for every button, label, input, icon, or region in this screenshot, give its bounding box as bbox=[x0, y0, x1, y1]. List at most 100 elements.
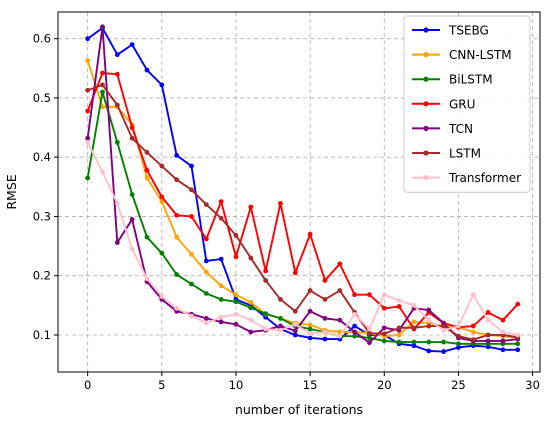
legend-marker-lstm bbox=[423, 150, 429, 156]
data-point-bilstm bbox=[456, 341, 461, 347]
data-point-tsebg bbox=[159, 82, 165, 88]
data-point-gru bbox=[218, 199, 224, 205]
data-point-transformer bbox=[322, 329, 328, 335]
data-point-transformer bbox=[263, 326, 269, 332]
legend-marker-bilstm bbox=[423, 76, 429, 82]
legend-label-tsebg: TSEBG bbox=[448, 24, 489, 38]
series-line-transformer bbox=[86, 141, 518, 338]
data-point-tsebg bbox=[426, 348, 432, 354]
legend: TSEBG CNN-LSTM BiLSTM GRU TCN LSTM Transformer bbox=[403, 15, 531, 193]
y-tick-label: 0.3 bbox=[33, 209, 51, 223]
data-point-tsebg bbox=[441, 349, 446, 354]
data-point-transformer bbox=[485, 317, 491, 323]
data-point-cnn-lstm bbox=[159, 199, 165, 205]
x-tick-label: 5 bbox=[158, 378, 165, 392]
data-point-transformer bbox=[470, 292, 476, 298]
data-point-bilstm bbox=[307, 326, 313, 332]
data-point-gru bbox=[85, 108, 91, 114]
data-point-tsebg bbox=[144, 67, 150, 73]
data-point-lstm bbox=[307, 288, 313, 293]
series-line-bilstm bbox=[86, 91, 518, 345]
data-point-gru bbox=[307, 231, 313, 237]
data-point-lstm bbox=[337, 288, 343, 293]
data-point-bilstm bbox=[85, 175, 91, 181]
data-point-transformer bbox=[129, 246, 135, 252]
data-point-bilstm bbox=[396, 339, 402, 345]
x-tick-label: 25 bbox=[451, 378, 466, 392]
data-point-cnn-lstm bbox=[189, 251, 194, 257]
legend-marker-tsebg bbox=[423, 27, 429, 33]
data-point-gru bbox=[515, 301, 521, 307]
x-tick-label: 10 bbox=[229, 378, 244, 392]
data-point-gru bbox=[159, 194, 165, 200]
data-point-transformer bbox=[381, 292, 387, 298]
data-point-tcn bbox=[322, 315, 328, 321]
data-point-tsebg bbox=[456, 345, 461, 350]
data-point-gru bbox=[352, 292, 358, 298]
legend-label-transformer: Transformer bbox=[448, 171, 521, 185]
data-point-tsebg bbox=[85, 36, 91, 42]
data-point-tsebg bbox=[189, 163, 194, 169]
legend-item-tcn: TCN bbox=[412, 122, 473, 136]
data-point-tcn bbox=[292, 328, 298, 334]
legend-label-gru: GRU bbox=[449, 97, 475, 111]
data-point-bilstm bbox=[203, 291, 209, 296]
data-point-gru bbox=[470, 323, 476, 329]
data-point-bilstm bbox=[100, 89, 105, 95]
data-point-tsebg bbox=[307, 335, 313, 341]
data-point-transformer bbox=[189, 313, 194, 319]
data-point-cnn-lstm bbox=[248, 299, 254, 305]
data-point-bilstm bbox=[144, 234, 150, 240]
legend-item-bilstm: BiLSTM bbox=[412, 73, 493, 87]
data-point-lstm bbox=[485, 332, 491, 338]
data-point-gru bbox=[189, 214, 194, 219]
data-point-bilstm bbox=[515, 341, 521, 347]
data-point-gru bbox=[100, 70, 105, 76]
data-point-gru bbox=[278, 201, 283, 206]
data-point-gru bbox=[381, 305, 387, 311]
data-point-tcn bbox=[248, 329, 254, 335]
data-point-transformer bbox=[367, 326, 372, 332]
legend-item-cnn-lstm: CNN-LSTM bbox=[412, 48, 512, 62]
data-point-lstm bbox=[426, 323, 432, 329]
data-point-bilstm bbox=[367, 335, 372, 341]
data-point-tsebg bbox=[114, 52, 120, 58]
data-point-gru bbox=[396, 304, 402, 309]
legend-item-tsebg: TSEBG bbox=[412, 24, 489, 38]
data-point-transformer bbox=[203, 320, 209, 326]
series-lines bbox=[85, 24, 521, 354]
data-point-transformer bbox=[174, 305, 180, 311]
legend-label-lstm: LSTM bbox=[449, 147, 481, 161]
legend-label-cnn-lstm: CNN-LSTM bbox=[449, 48, 512, 62]
x-tick-label: 0 bbox=[84, 378, 91, 392]
legend-item-lstm: LSTM bbox=[412, 147, 481, 161]
data-point-transformer bbox=[337, 333, 343, 339]
data-point-transformer bbox=[411, 302, 417, 308]
data-point-tcn bbox=[100, 24, 105, 30]
data-point-lstm bbox=[159, 163, 165, 169]
data-point-bilstm bbox=[159, 250, 165, 256]
data-point-lstm bbox=[396, 325, 402, 331]
y-axis-label: RMSE bbox=[4, 174, 19, 209]
data-point-bilstm bbox=[381, 338, 387, 344]
data-point-lstm bbox=[322, 297, 328, 302]
series-lstm bbox=[85, 82, 521, 343]
axis-ticks: 0 5 10 15 20 25 30 0.1 0.2 0.3 0.4 0.5 0.6 bbox=[33, 32, 540, 392]
data-point-lstm bbox=[456, 333, 461, 339]
data-point-gru bbox=[248, 204, 254, 210]
data-point-tsebg bbox=[352, 323, 358, 329]
data-point-tcn bbox=[85, 135, 91, 141]
data-point-gru bbox=[114, 71, 120, 77]
data-point-gru bbox=[500, 317, 506, 323]
data-point-tcn bbox=[218, 319, 224, 325]
data-point-transformer bbox=[456, 323, 461, 329]
data-point-cnn-lstm bbox=[470, 329, 476, 335]
data-point-tsebg bbox=[515, 347, 521, 353]
x-tick-label: 20 bbox=[377, 378, 392, 392]
data-point-lstm bbox=[470, 337, 476, 343]
data-point-transformer bbox=[159, 294, 165, 299]
data-point-tsebg bbox=[322, 336, 328, 342]
data-point-cnn-lstm bbox=[174, 234, 180, 240]
data-point-lstm bbox=[278, 297, 283, 302]
data-point-transformer bbox=[278, 327, 283, 333]
